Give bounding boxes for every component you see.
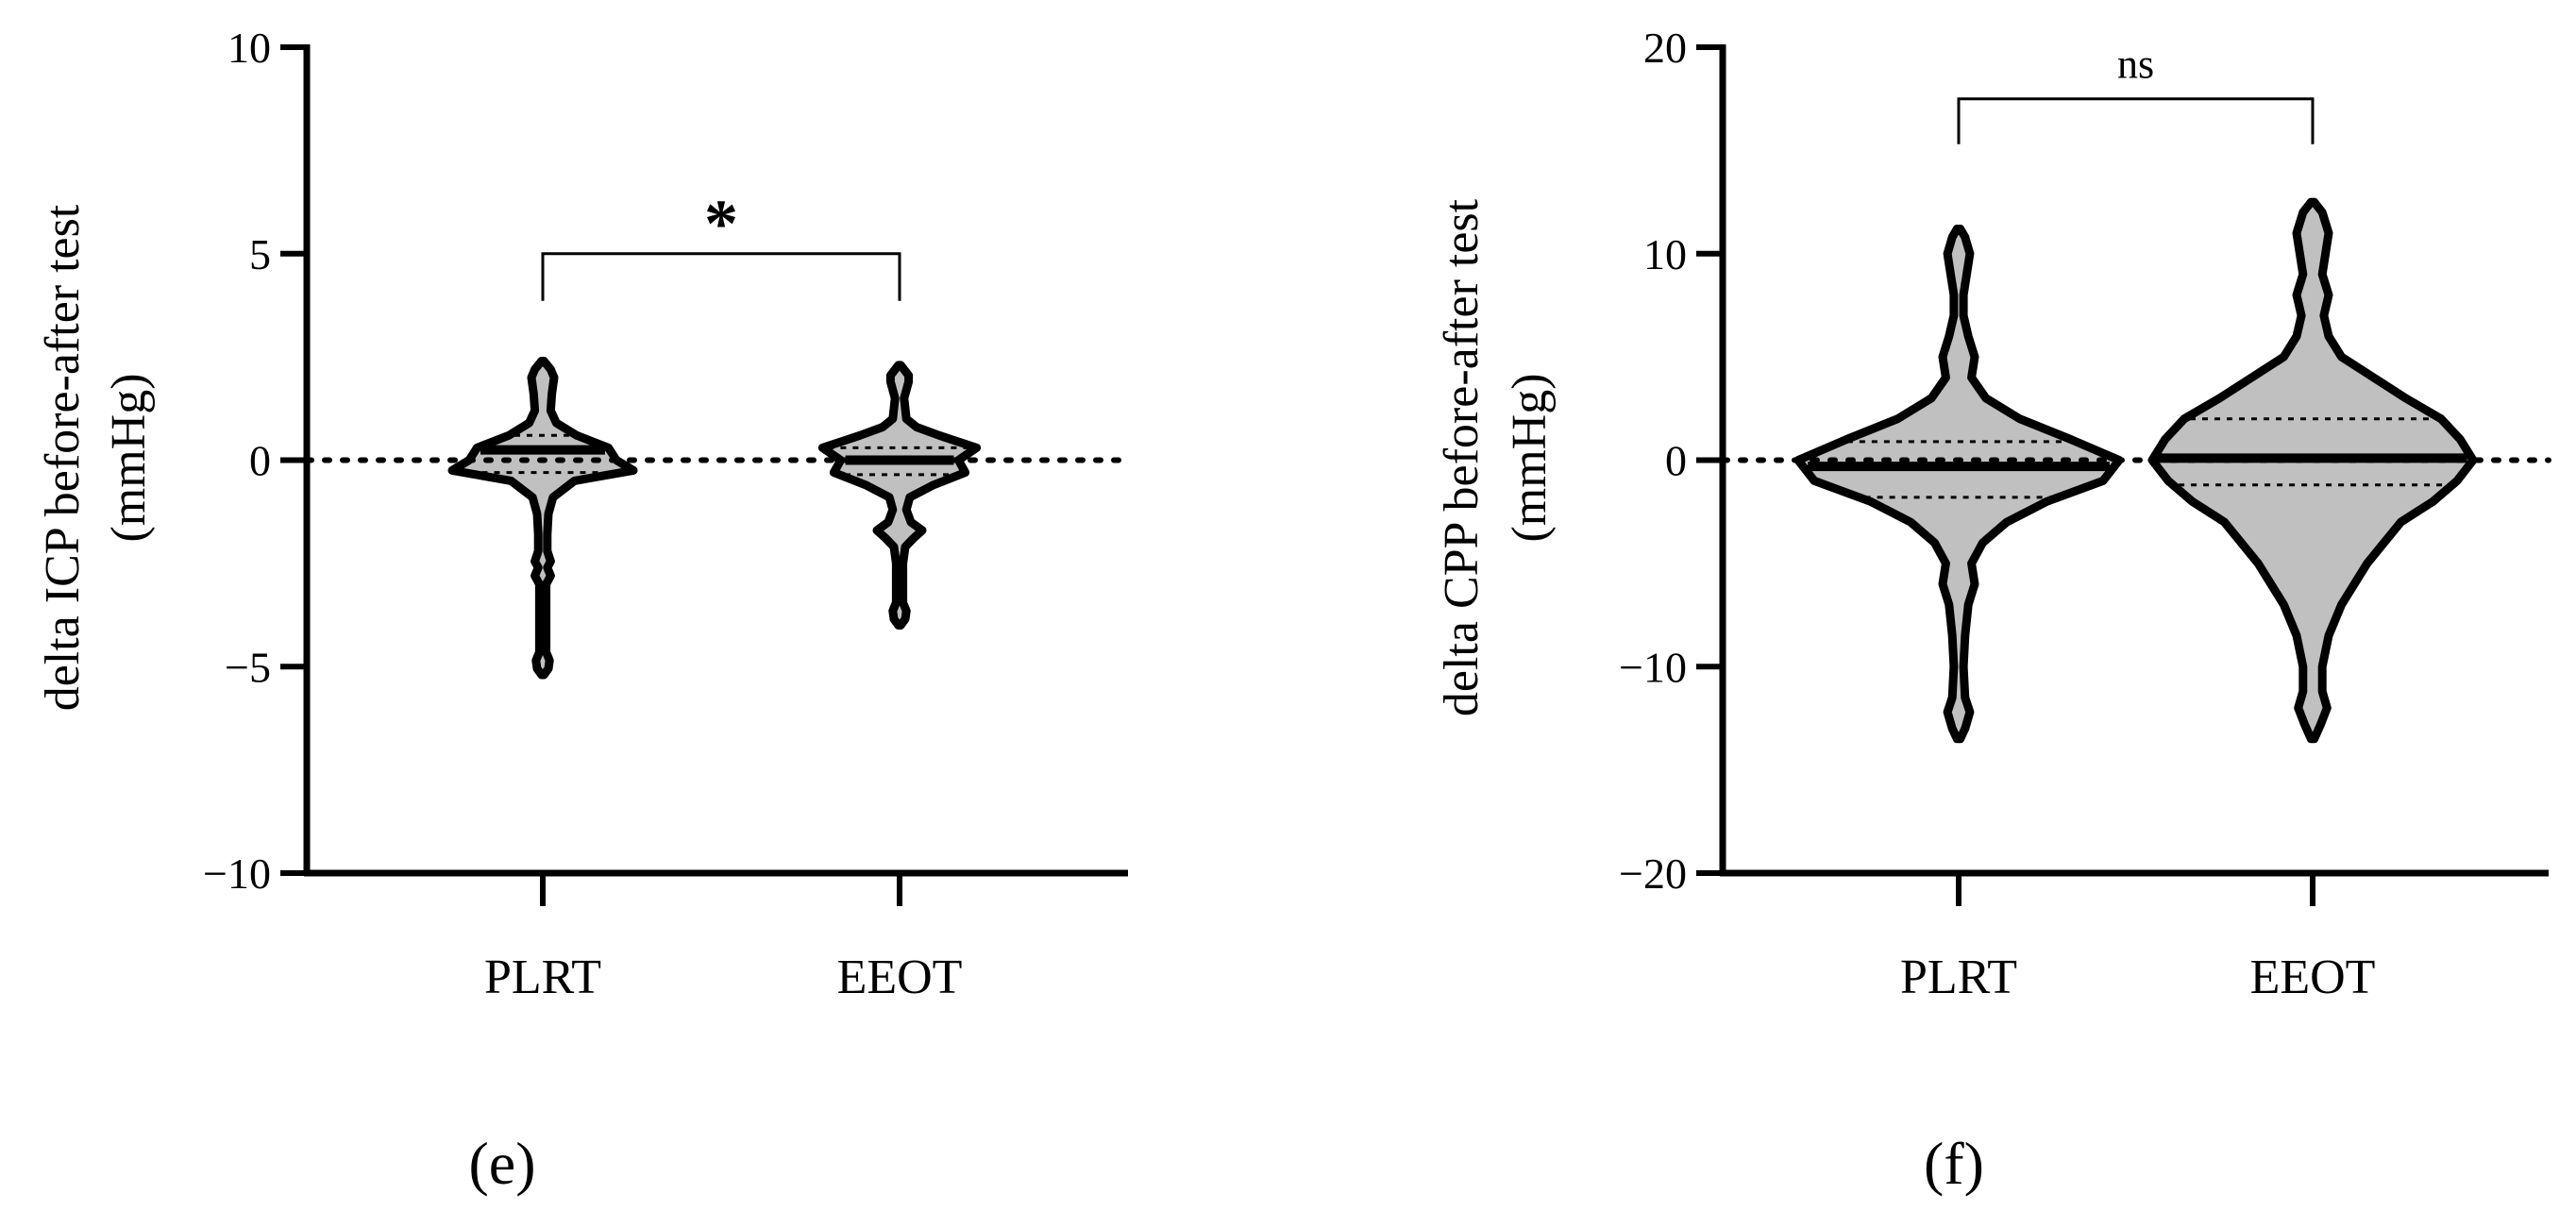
y-axis-title: delta CPP before-after test <box>1435 198 1489 716</box>
significance-bracket: ns <box>1957 42 2315 144</box>
violin-body <box>2147 197 2478 744</box>
significance-label: * <box>704 186 738 261</box>
y-tick-label: −10 <box>203 850 271 898</box>
y-tick-label: −10 <box>1619 643 1687 691</box>
y-tick-label: 5 <box>249 230 271 278</box>
bracket <box>1957 97 2315 144</box>
axes: −10 −5 0 5 10 PLRT EEOT <box>203 24 1128 1004</box>
y-tick-label: 20 <box>1643 24 1687 72</box>
significance-label: ns <box>2117 42 2154 88</box>
y-tick-label: −20 <box>1619 850 1687 898</box>
violin-plrt <box>447 357 638 680</box>
y-tick-label: −5 <box>225 643 271 691</box>
panel-f-chart: −20 −10 0 10 20 PLRT EEOT ns delta CPP before-… <box>1435 24 2551 1197</box>
y-tick-label: 0 <box>1665 437 1687 485</box>
violin-body <box>817 361 982 630</box>
violin-body <box>447 357 638 680</box>
violin-plrt <box>1793 225 2124 744</box>
axes: −20 −10 0 10 20 PLRT EEOT <box>1619 24 2549 1004</box>
panel-e-chart: −10 −5 0 5 10 PLRT EEOT * delta ICP before-aft… <box>36 24 1131 1197</box>
y-tick-label: 0 <box>249 437 271 485</box>
y-tick-label: 10 <box>227 24 271 72</box>
violins <box>447 357 982 680</box>
bracket <box>541 252 901 301</box>
significance-bracket: * <box>541 186 901 301</box>
violin-eeot <box>817 361 982 630</box>
y-tick-label: 10 <box>1643 230 1687 278</box>
y-axis-unit: (mmHg) <box>102 373 156 542</box>
x-tick-label: EEOT <box>837 950 963 1004</box>
violin-eeot <box>2147 197 2478 744</box>
x-tick-label: EEOT <box>2250 950 2376 1004</box>
x-tick-label: PLRT <box>1900 950 2017 1004</box>
violins <box>1793 197 2478 744</box>
y-axis-title: delta ICP before-after test <box>36 204 90 711</box>
y-axis-unit: (mmHg) <box>1503 373 1557 542</box>
panel-label: (e) <box>468 1130 535 1197</box>
x-tick-label: PLRT <box>484 950 601 1004</box>
panel-label: (f) <box>1924 1130 1984 1197</box>
violin-body <box>1793 225 2124 744</box>
